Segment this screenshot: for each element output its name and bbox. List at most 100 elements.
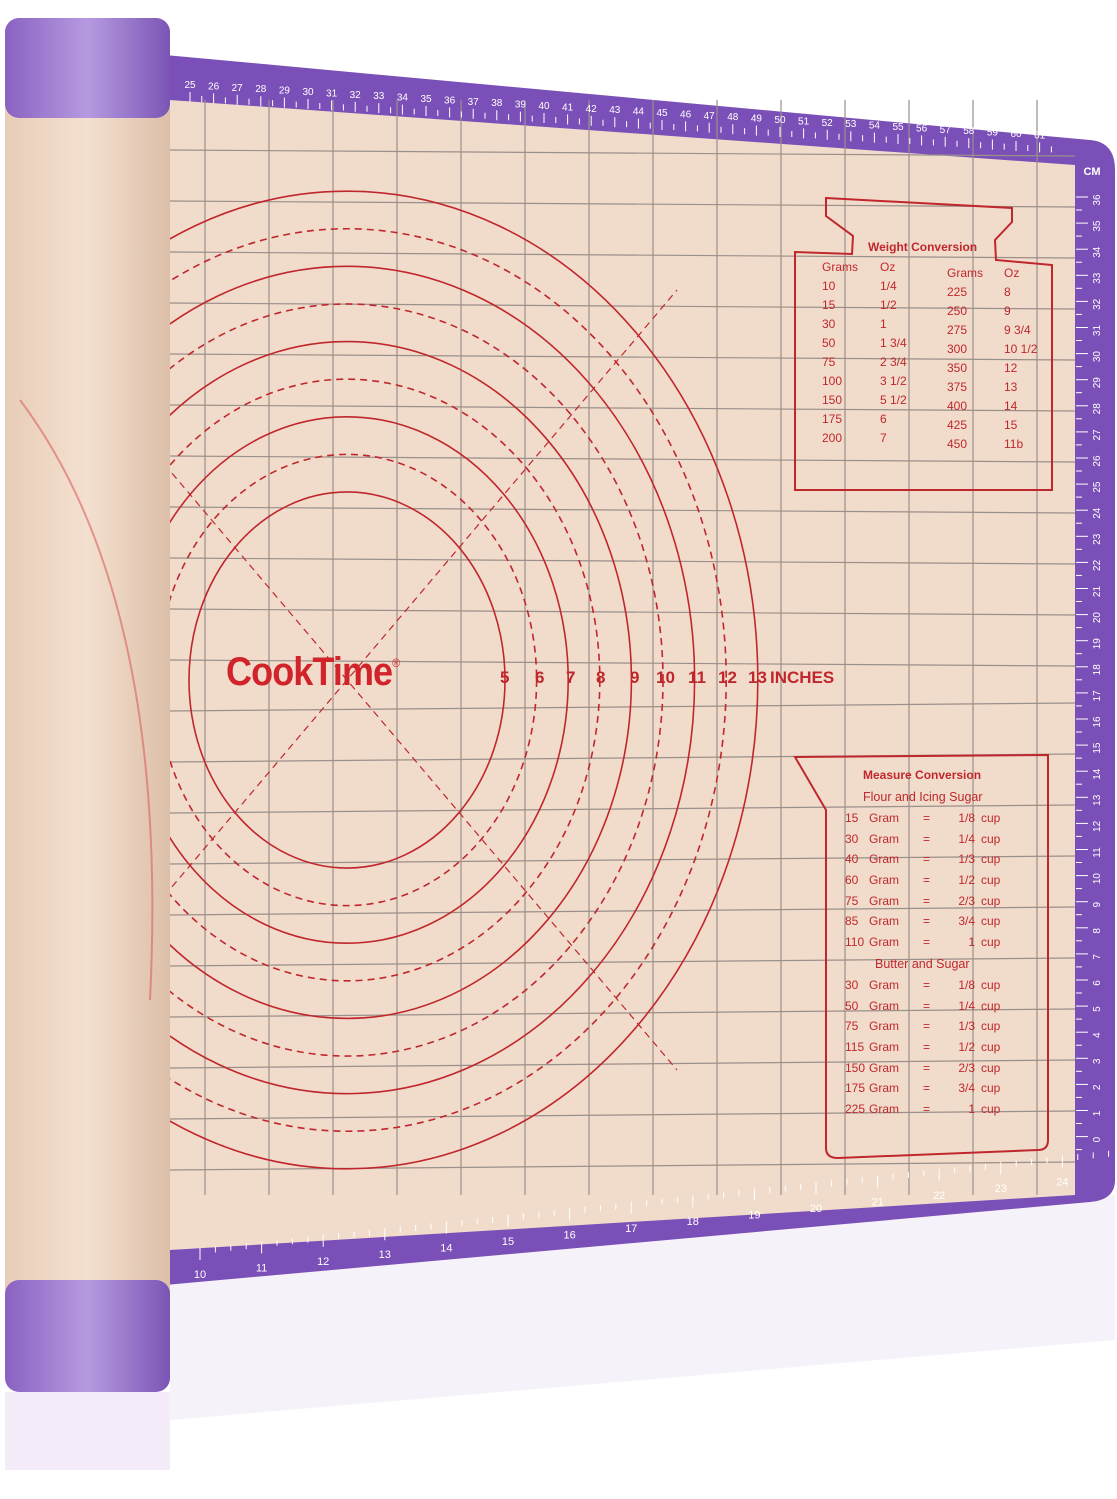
measure-table-row: 60 Gram = 1/2 cup: [845, 870, 1025, 891]
grid-line-horizontal: [170, 557, 1075, 565]
measure-table-cell: Gram: [869, 852, 899, 867]
measure-table-cell: =: [923, 1060, 931, 1075]
grid-line-horizontal: [170, 855, 1075, 865]
inch-label: 10: [656, 668, 675, 687]
measure-table-cell: Gram: [869, 893, 899, 908]
measure-table-cell: =: [923, 914, 931, 929]
ruler-top-number: 36: [444, 95, 456, 106]
ruler-right-number: 28: [1092, 403, 1103, 415]
weight-conversion-title: Weight Conversion: [868, 240, 978, 254]
ruler-right-number: 25: [1092, 481, 1103, 493]
ruler-top-number: 30: [302, 87, 314, 98]
ruler-top-number: 61: [1034, 130, 1046, 141]
measure-table-row: 110 Gram = 1 cup: [845, 932, 1025, 953]
measure-table-cell: 1: [968, 1101, 975, 1116]
grid-line-horizontal: [170, 1008, 1075, 1018]
measure-table-cell: cup: [981, 1019, 1001, 1034]
ruler-top-number: 49: [751, 114, 763, 125]
measure-table-cell: =: [923, 977, 931, 992]
measure-table-cell: 85: [845, 914, 859, 929]
grid-line-horizontal: [170, 608, 1075, 616]
cooktime-logo: CookTime®: [226, 650, 400, 695]
measure-table-row: 75 Gram = 1/3 cup: [845, 1016, 1025, 1037]
ruler-top-number: 45: [656, 108, 668, 119]
logo-text: CookTime: [226, 650, 393, 694]
measure-table-cell: Gram: [869, 935, 899, 950]
measure-table-cell: 1/8: [958, 811, 975, 825]
weight-table-row: 50 1 3/4 300 10 1/2: [822, 334, 1052, 356]
circle-guide-7in: [170, 416, 569, 944]
measure-table-cell: =: [923, 935, 931, 950]
circle-guide-8in: [170, 378, 601, 982]
measure-table-cell: cup: [981, 935, 1001, 950]
ruler-top-number: 35: [420, 94, 432, 105]
weight-table-outline: [794, 196, 1053, 491]
measure-table-row: 225 Gram = 1 cup: [845, 1099, 1025, 1120]
weight-table-row: 15 1/2 250 9: [822, 296, 1052, 318]
ruler-right-number: 31: [1092, 325, 1103, 337]
measure-table-cell: Gram: [869, 1081, 899, 1096]
measure-table-cell: Gram: [869, 831, 899, 846]
measure-table-cell: Gram: [869, 1101, 899, 1116]
ruler-bottom-number: 24: [1056, 1177, 1068, 1189]
measure-table-cell: cup: [981, 831, 1001, 846]
measure-table-cell: cup: [981, 873, 1001, 888]
measure-table-cell: =: [923, 1019, 931, 1034]
ruler-top-number: 32: [350, 90, 362, 101]
weight-table-row-cell: 1/4: [880, 279, 897, 293]
weight-table-row-cell: 350: [947, 361, 968, 375]
ruler-top-number: 38: [491, 98, 503, 109]
ruler-right-number: 16: [1092, 716, 1103, 728]
weight-table-row-cell: 30: [822, 317, 836, 331]
measure-table-cell: cup: [981, 811, 1001, 825]
measure-table-cell: Gram: [869, 914, 899, 929]
ruler-right-number: 14: [1092, 768, 1103, 780]
measure-table-cell: cup: [981, 1060, 1001, 1075]
measure-table-cell: =: [923, 893, 931, 908]
ruler-ticks: [189, 92, 1110, 1260]
grid-line-horizontal: [170, 149, 1075, 157]
inch-label: 5: [500, 668, 510, 687]
ruler-right-number: 9: [1092, 901, 1103, 907]
ruler-top-number: 50: [774, 115, 786, 126]
weight-table-row-cell: 175: [822, 412, 843, 426]
ruler-right-number: 3: [1092, 1058, 1103, 1064]
ruler-bottom-number: 15: [502, 1236, 514, 1248]
measure-table-cell: cup: [981, 1081, 1001, 1096]
measure-table-cell: cup: [981, 852, 1001, 867]
roll-purple-bottom: [5, 1280, 170, 1392]
measure-table-cell: 1/8: [958, 977, 975, 992]
measure-table-cell: 60: [845, 873, 859, 888]
measure-table-cell: cup: [981, 914, 1001, 929]
ruler-top-number: 48: [727, 112, 739, 123]
ruler-right-number: 17: [1092, 690, 1103, 702]
ruler-right-number: 35: [1092, 220, 1103, 232]
grid-line-horizontal: [170, 1059, 1075, 1069]
weight-table-row-cell: 15: [822, 298, 836, 312]
measure-table-cell: 225: [845, 1101, 866, 1116]
weight-table-row: 175 6 425 15: [822, 410, 1052, 432]
ruler-right-number: 32: [1092, 298, 1103, 310]
weight-table-row-cell: 425: [947, 418, 968, 432]
ruler-right-number: 5: [1092, 1006, 1103, 1012]
ruler-right-number: 23: [1092, 533, 1103, 545]
inch-label: 6: [535, 668, 545, 687]
measure-table-row: 85 Gram = 3/4 cup: [845, 911, 1025, 932]
inch-label: 8: [596, 668, 606, 687]
inch-label: 12: [718, 668, 737, 687]
inch-unit: INCHES: [770, 668, 835, 687]
circle-guides: [170, 190, 759, 1170]
grid-line-horizontal: [170, 957, 1075, 967]
measure-table-row: 40 Gram = 1/3 cup: [845, 849, 1025, 870]
weight-conversion-table: Weight Conversion Grams Oz Grams Oz 10 1/4 225…: [822, 240, 1052, 451]
ruler-bottom-number: 19: [748, 1210, 760, 1222]
ruler-top-number: 55: [892, 122, 904, 133]
measure-table-cell: 150: [845, 1060, 866, 1075]
ruler-top-number: 59: [987, 128, 999, 139]
ruler-top-number: 40: [538, 101, 550, 112]
measure-table-row: 115 Gram = 1/2 cup: [845, 1037, 1025, 1058]
ruler-right-number: 2: [1092, 1084, 1103, 1090]
circle-guide-12in: [170, 228, 727, 1132]
weight-table-row: 10 1/4 225 8: [822, 277, 1052, 299]
ruler-right-number: 15: [1092, 742, 1103, 754]
